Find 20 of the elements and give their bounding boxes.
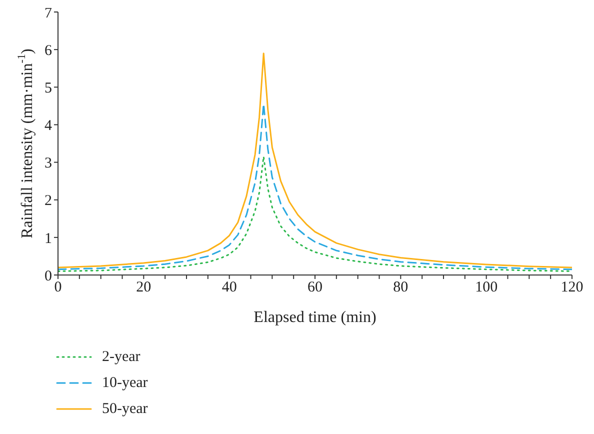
x-tick-label: 60 xyxy=(308,280,322,296)
y-tick-label: 6 xyxy=(44,42,52,59)
line-series xyxy=(58,156,572,272)
y-tick-label: 1 xyxy=(44,230,52,247)
x-tick-label: 100 xyxy=(475,280,498,296)
x-tick-label: 20 xyxy=(136,280,152,296)
legend-label: 50-year xyxy=(102,400,148,418)
x-axis-title: Elapsed time (min) xyxy=(254,309,376,326)
y-tick-label: 0 xyxy=(44,268,52,284)
y-tick-label: 5 xyxy=(44,80,52,96)
y-tick-label: 2 xyxy=(44,193,52,210)
x-tick-label: 80 xyxy=(393,280,408,296)
legend-label: 2-year xyxy=(102,348,140,366)
line-series xyxy=(58,52,572,268)
legend-label: 10-year xyxy=(102,374,148,392)
x-tick-label: 120 xyxy=(560,280,584,296)
y-tick-label: 3 xyxy=(44,156,52,172)
line-series xyxy=(58,103,572,270)
y-tick-label: 4 xyxy=(44,118,52,134)
x-tick-label: 40 xyxy=(222,280,237,296)
